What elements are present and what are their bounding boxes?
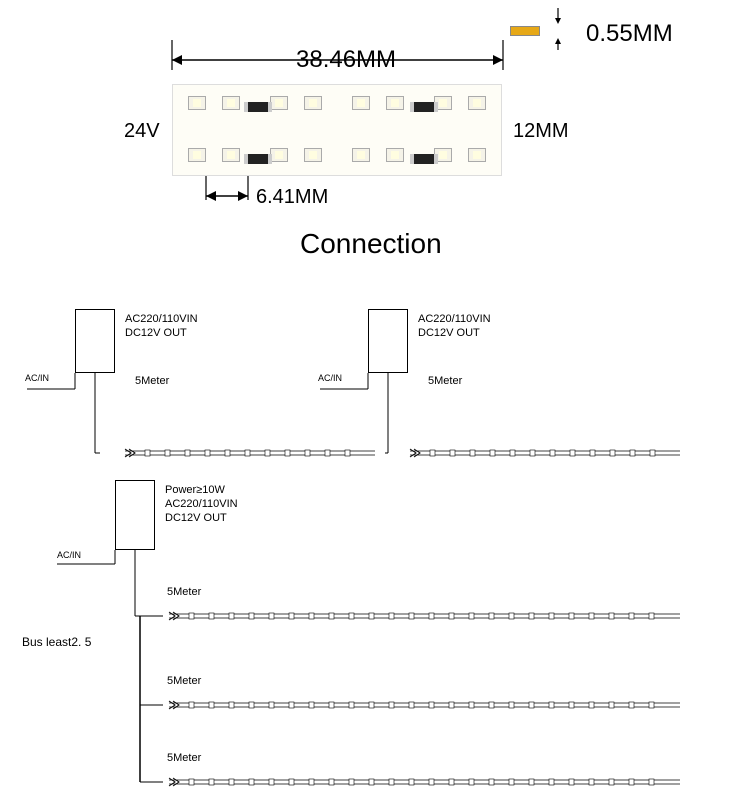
psu-spec-in: AC220/110VIN — [418, 313, 491, 325]
ac-in-label: AC/IN — [57, 550, 81, 560]
voltage-label: 24V — [124, 120, 160, 143]
led-chip — [270, 96, 288, 110]
psu-spec-in: AC220/110VIN — [125, 313, 198, 325]
psu-box — [75, 309, 115, 373]
run-length: 5Meter — [428, 375, 462, 387]
led-chip — [352, 96, 370, 110]
psu-box — [368, 309, 408, 373]
ac-in-label: AC/IN — [25, 373, 49, 383]
psu-spec-in: AC220/110VIN — [165, 498, 238, 510]
run-length: 5Meter — [135, 375, 169, 387]
led-chip — [386, 96, 404, 110]
run-length: 5Meter — [167, 752, 201, 764]
led-chip — [188, 96, 206, 110]
led-chip — [188, 148, 206, 162]
psu-spec-out: DC12V OUT — [418, 327, 480, 339]
led-chip — [468, 148, 486, 162]
psu-box — [115, 480, 155, 550]
width-dim: 38.46MM — [296, 46, 396, 74]
led-chip — [270, 148, 288, 162]
psu-spec-out: DC12V OUT — [165, 512, 227, 524]
led-chip — [222, 148, 240, 162]
run-length: 5Meter — [167, 586, 201, 598]
led-chip — [304, 96, 322, 110]
ac-in-label: AC/IN — [318, 373, 342, 383]
led-chip — [468, 96, 486, 110]
psu-power: Power≥10W — [165, 484, 225, 496]
thickness-dim: 0.55MM — [586, 20, 673, 48]
led-chip — [304, 148, 322, 162]
smd-resistor — [248, 154, 268, 164]
smd-resistor — [414, 154, 434, 164]
smd-resistor — [248, 102, 268, 112]
smd-resistor — [414, 102, 434, 112]
led-chip — [352, 148, 370, 162]
height-dim: 12MM — [513, 120, 569, 143]
led-chip — [386, 148, 404, 162]
pitch-dim: 6.41MM — [256, 186, 328, 209]
bus-label: Bus least2. 5 — [22, 635, 91, 649]
run-length: 5Meter — [167, 675, 201, 687]
led-chip — [222, 96, 240, 110]
section-title: Connection — [300, 228, 442, 260]
psu-spec-out: DC12V OUT — [125, 327, 187, 339]
